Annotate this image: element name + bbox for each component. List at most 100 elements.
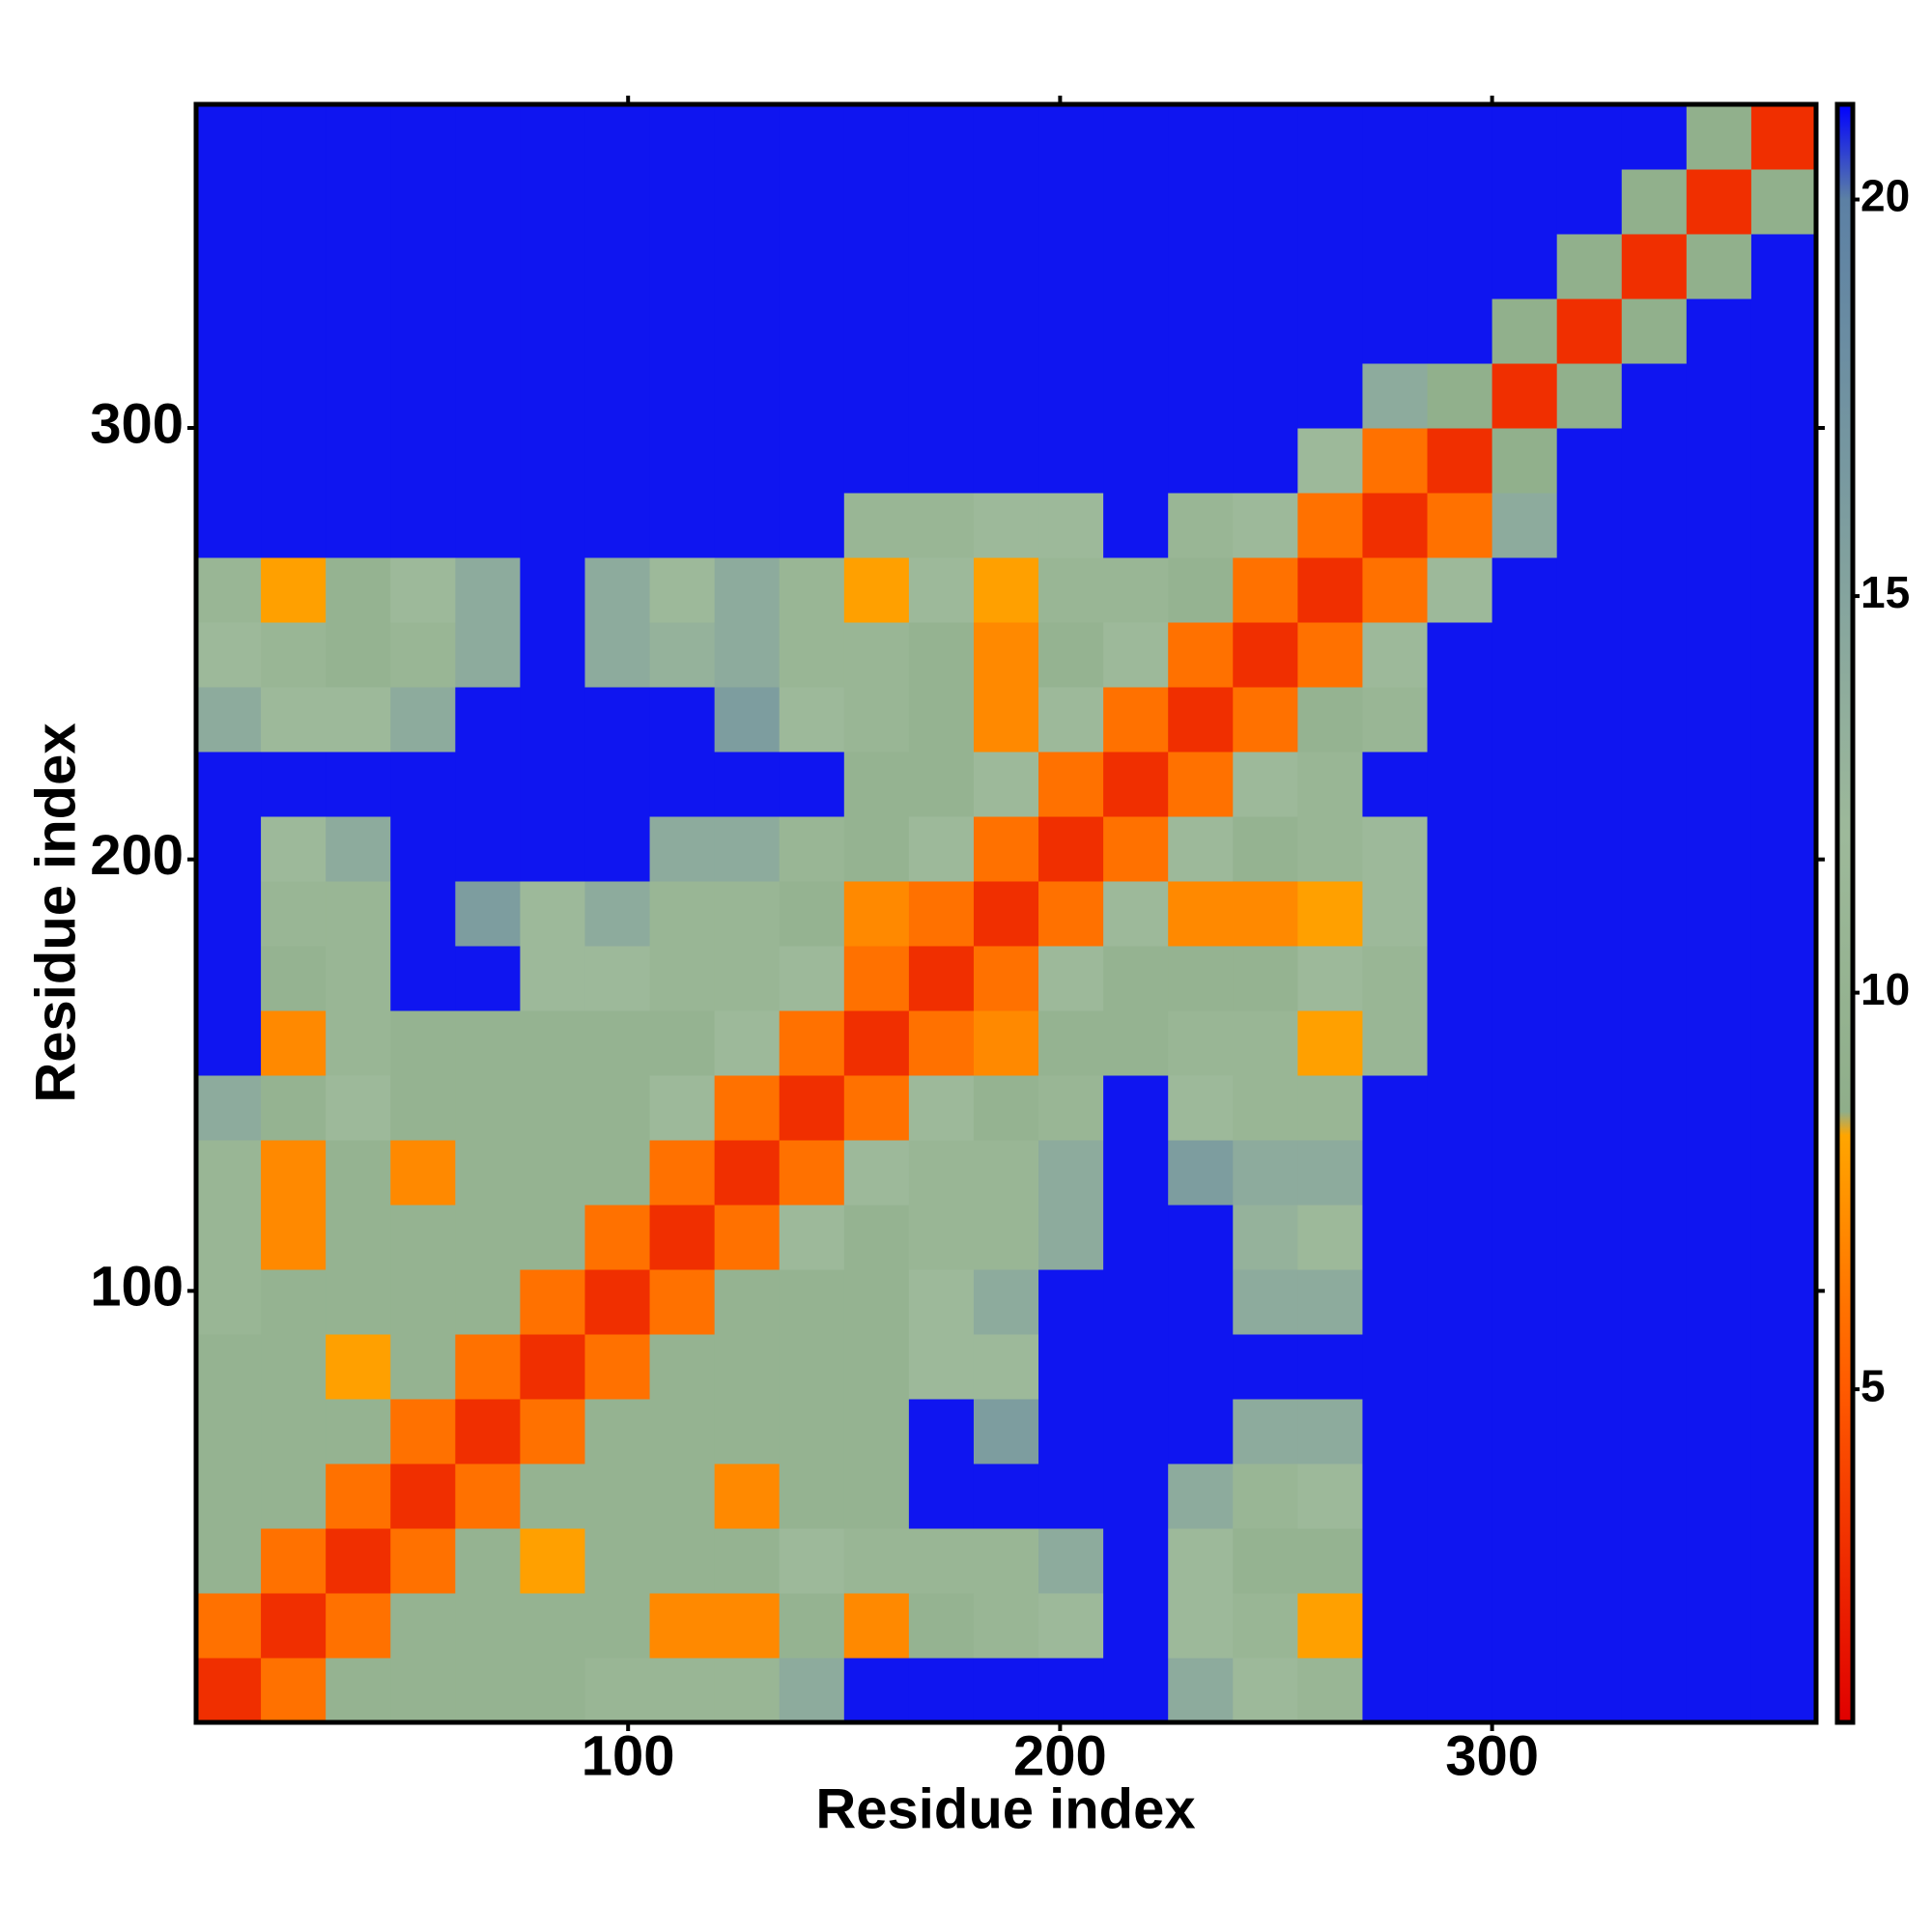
heatmap-cell (261, 1075, 327, 1141)
heatmap-cell (1427, 1463, 1493, 1529)
heatmap-cell (455, 1399, 521, 1464)
heatmap-cell (261, 298, 327, 364)
heatmap-cell (455, 1593, 521, 1659)
heatmap-cell (779, 622, 845, 688)
heatmap-cell (455, 816, 521, 882)
heatmap-cell (843, 1269, 910, 1335)
heatmap-cell (196, 687, 262, 753)
heatmap-cell (1362, 622, 1429, 688)
heatmap-cell (714, 1658, 781, 1723)
heatmap-cell (390, 234, 456, 299)
heatmap-cell (908, 169, 975, 235)
heatmap-cell (843, 687, 910, 753)
heatmap-cell (1233, 687, 1298, 753)
heatmap-cell (1686, 816, 1752, 882)
heatmap-cell (1492, 1528, 1558, 1594)
heatmap-cell (843, 816, 910, 882)
heatmap-cell (1686, 428, 1752, 494)
heatmap-cell (1556, 1593, 1623, 1659)
heatmap-cell (1686, 363, 1752, 429)
heatmap-cell (843, 1658, 910, 1723)
heatmap-cell (1233, 946, 1298, 1011)
heatmap-cell (1038, 1140, 1104, 1206)
heatmap-cell (520, 1334, 585, 1400)
heatmap-cell (1103, 1399, 1169, 1464)
heatmap-cell (455, 1334, 521, 1400)
heatmap-cell (1750, 1140, 1817, 1206)
heatmap-cell (1556, 1334, 1623, 1400)
heatmap-cell (1362, 1075, 1429, 1141)
heatmap-cell (196, 622, 262, 688)
heatmap-cell (714, 169, 781, 235)
heatmap-cell (908, 946, 975, 1011)
heatmap-cell (1492, 428, 1558, 494)
heatmap-cell (1233, 493, 1298, 558)
heatmap-cell (1103, 1658, 1169, 1723)
heatmap-cell (1750, 687, 1817, 753)
heatmap-cell (1297, 1528, 1363, 1594)
heatmap-cell (1038, 234, 1104, 299)
heatmap-cell (1556, 1269, 1623, 1335)
heatmap-cell (390, 752, 456, 817)
heatmap-cell (649, 104, 716, 170)
heatmap-cell (843, 1334, 910, 1400)
heatmap-cell (584, 557, 651, 623)
heatmap-cell (1103, 1205, 1169, 1270)
heatmap-cell (1297, 1269, 1363, 1335)
heatmap-cell (196, 1658, 262, 1723)
heatmap-cell (843, 104, 910, 170)
heatmap-cell (973, 752, 1039, 817)
heatmap-cell (1556, 687, 1623, 753)
heatmap-cell (584, 1528, 651, 1594)
heatmap-cell (973, 234, 1039, 299)
heatmap-cell (1621, 881, 1688, 947)
heatmap-cell (1362, 752, 1429, 817)
heatmap-cell (908, 428, 975, 494)
heatmap-cell (1038, 687, 1104, 753)
heatmap-cell (1168, 1334, 1234, 1400)
heatmap-cell (1621, 1205, 1688, 1270)
heatmap-cell (1750, 816, 1817, 882)
heatmap-cell (779, 1528, 845, 1594)
heatmap-cell (455, 687, 521, 753)
heatmap-cell (649, 622, 716, 688)
heatmap-cell (973, 298, 1039, 364)
heatmap-cell (779, 1399, 845, 1464)
heatmap-cells (196, 104, 1817, 1723)
heatmap-cell (1492, 1075, 1558, 1141)
heatmap-cell (1362, 687, 1429, 753)
heatmap-cell (1297, 1463, 1363, 1529)
heatmap-cell (1686, 1075, 1752, 1141)
colorbar-tick-label: 15 (1861, 567, 1910, 617)
heatmap-cell (908, 1205, 975, 1270)
heatmap-cell (973, 881, 1039, 947)
heatmap-cell (390, 1140, 456, 1206)
heatmap-cell (1168, 1010, 1234, 1076)
heatmap-cell (1621, 1463, 1688, 1529)
heatmap-cell (1427, 1593, 1493, 1659)
heatmap-cell (1103, 363, 1169, 429)
heatmap-cell (196, 428, 262, 494)
heatmap-cell (1750, 298, 1817, 364)
heatmap-cell (520, 622, 585, 688)
heatmap-cell (779, 428, 845, 494)
heatmap-cell (1492, 234, 1558, 299)
heatmap-cell (714, 752, 781, 817)
heatmap-cell (1621, 1140, 1688, 1206)
heatmap-cell (520, 104, 585, 170)
heatmap-cell (714, 363, 781, 429)
heatmap-cell (779, 234, 845, 299)
heatmap-cell (1621, 1075, 1688, 1141)
heatmap-cell (649, 1399, 716, 1464)
heatmap-cell (261, 104, 327, 170)
heatmap-cell (843, 881, 910, 947)
heatmap-cell (1492, 687, 1558, 753)
heatmap-cell (973, 622, 1039, 688)
heatmap-cell (390, 1528, 456, 1594)
heatmap-cell (908, 752, 975, 817)
heatmap-cell (520, 428, 585, 494)
heatmap-cell (455, 234, 521, 299)
heatmap-cell (196, 1528, 262, 1594)
heatmap-cell (455, 428, 521, 494)
